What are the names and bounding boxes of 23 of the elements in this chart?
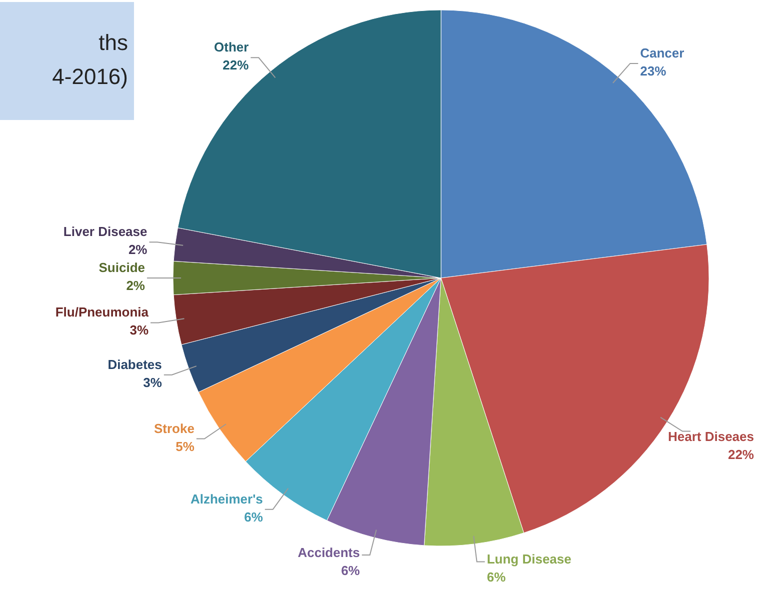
slice-label: Flu/Pneumonia bbox=[55, 304, 150, 320]
data-label: 22% bbox=[728, 447, 754, 462]
slice-label: Heart Diseaes bbox=[668, 429, 754, 444]
slice-label: Stroke bbox=[154, 420, 194, 436]
data-label: 6% bbox=[486, 570, 506, 585]
data-label: 2% bbox=[126, 278, 146, 293]
slice-label: Accidents bbox=[298, 545, 360, 560]
slice-label: Cancer bbox=[640, 45, 684, 60]
data-label: 5% bbox=[176, 438, 195, 454]
data-label: 3% bbox=[130, 322, 149, 338]
slice-label: Other bbox=[214, 40, 249, 55]
slice-label: Alzheimer's bbox=[190, 491, 263, 506]
data-label: 22% bbox=[222, 58, 250, 73]
slice-label: Lung Disease bbox=[486, 552, 572, 567]
data-label: 2% bbox=[128, 242, 148, 258]
data-label: 6% bbox=[244, 509, 264, 524]
data-label: 6% bbox=[341, 563, 360, 578]
slice-label: Diabetes bbox=[108, 356, 162, 372]
data-label: 23% bbox=[640, 63, 667, 78]
slice-label: Liver Disease bbox=[63, 224, 148, 240]
text: ths 4-2016) bbox=[52, 30, 128, 89]
data-label: 3% bbox=[143, 374, 162, 390]
slice-label: Suicide bbox=[98, 260, 145, 275]
